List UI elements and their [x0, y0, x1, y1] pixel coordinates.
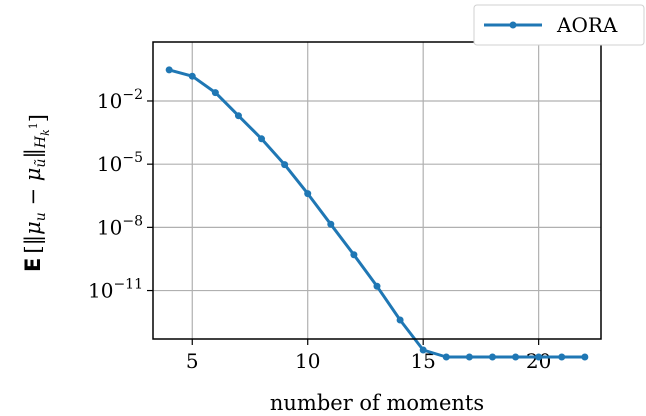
data-point [258, 135, 266, 143]
x-tick-label: 5 [186, 349, 199, 373]
legend-marker [509, 21, 517, 29]
data-point [512, 353, 520, 361]
data-point [581, 353, 589, 361]
data-point [488, 353, 496, 361]
y-tick-label: 10−11 [88, 277, 143, 303]
data-point [211, 89, 219, 97]
data-point [234, 112, 242, 120]
y-tick-label: 10−5 [97, 150, 143, 176]
y-tick-label: 10−2 [97, 87, 143, 113]
data-point [165, 66, 173, 74]
data-point [396, 316, 404, 324]
data-point [327, 220, 335, 228]
series-layer [165, 66, 589, 361]
data-point [419, 346, 427, 354]
y-axis-ticks: 10−2 10−5 10−8 10−11 [88, 87, 153, 303]
plot-frame [152, 41, 602, 340]
grid [153, 42, 601, 339]
x-tick-label: 10 [295, 349, 320, 373]
data-point [442, 353, 450, 361]
x-tick-label: 20 [526, 349, 551, 373]
x-axis-label: number of moments [270, 391, 484, 415]
x-axis-ticks: 5 10 15 20 [186, 339, 551, 373]
data-point [350, 251, 358, 259]
data-point [188, 72, 196, 80]
data-point [558, 353, 566, 361]
data-point [535, 353, 543, 361]
legend-label: AORA [556, 13, 618, 37]
y-axis-label: E[‖μu − μũ‖Hk1] [21, 114, 52, 272]
legend-box [473, 4, 645, 46]
data-point [281, 161, 289, 169]
data-point [373, 282, 381, 290]
series-line-aora [168, 68, 585, 359]
y-tick-label: 10−8 [97, 213, 143, 239]
legend: AORA [473, 4, 645, 46]
data-point [304, 190, 312, 198]
data-point [465, 353, 473, 361]
svg-text:E[‖μu − μũ‖Hk1]: E[‖μu − μũ‖Hk1] [21, 114, 52, 272]
